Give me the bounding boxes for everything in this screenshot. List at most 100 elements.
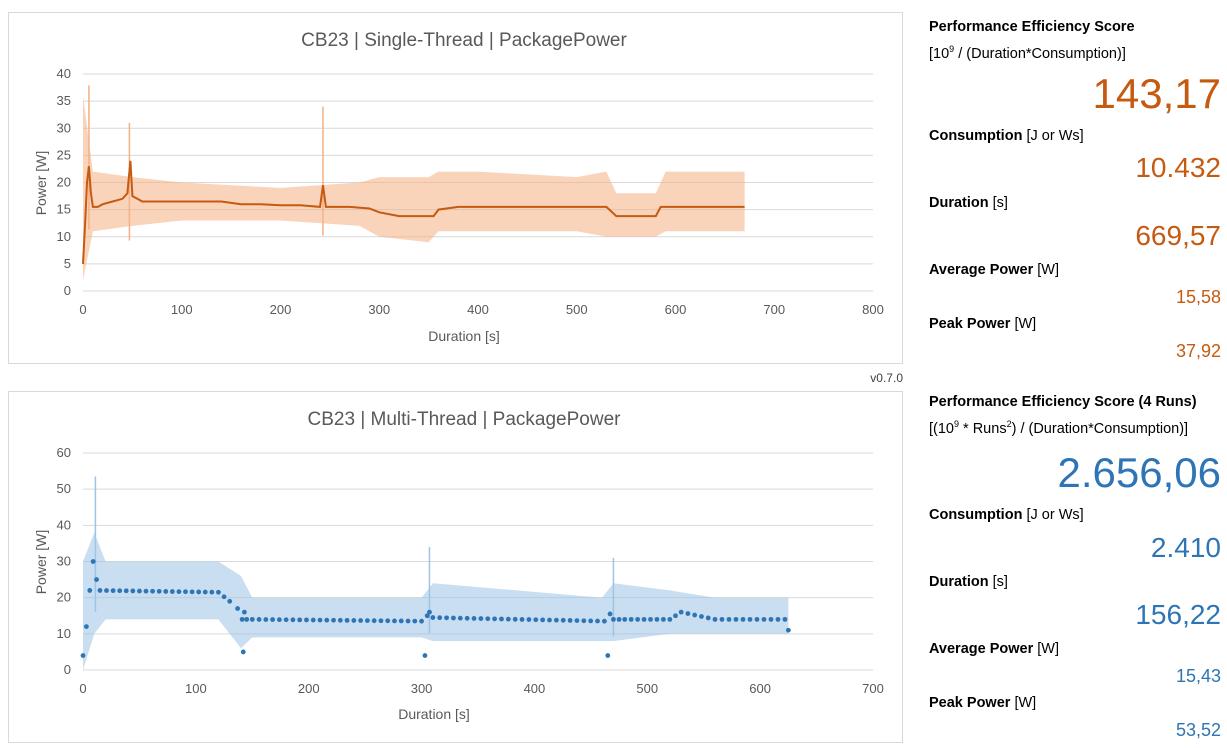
consumption-value: 10.432 [1135,152,1221,183]
data-point [547,617,552,623]
consumption-label: Consumption [J or Ws] [929,507,1084,523]
x-tick-label: 400 [467,302,489,317]
data-point [560,617,566,623]
data-point [519,617,525,622]
data-point [437,615,443,621]
data-point [581,618,587,624]
data-point [654,616,660,622]
data-point [733,616,739,622]
average-line [82,160,745,264]
x-tick-label: 600 [749,681,771,696]
data-point [678,609,684,615]
multi-thread-stats: Performance Efficiency Score (4 Runs) [(… [929,380,1221,748]
data-point [419,618,424,624]
x-tick-label: 800 [862,302,884,317]
y-tick-label: 15 [57,202,71,217]
data-point [464,615,470,621]
x-tick-label: 700 [862,681,884,696]
data-point [444,615,449,621]
data-point [365,618,370,623]
data-point [216,589,221,595]
data-point [331,617,336,623]
data-point [641,616,647,622]
data-point [605,653,611,658]
data-point [622,616,628,622]
data-point [427,609,432,615]
peak-power-value: 37,92 [1175,341,1221,361]
consumption-label: Consumption [J or Ws] [929,128,1084,144]
x-tick-label: 300 [411,681,433,696]
data-point [782,616,788,622]
score-title: Performance Efficiency Score [929,19,1135,35]
data-point [143,588,149,594]
data-point [235,606,241,611]
score-title: Performance Efficiency Score (4 Runs) [929,394,1197,410]
data-point [176,589,182,595]
y-tick-label: 0 [64,662,71,677]
data-point [611,616,616,622]
data-point [451,615,456,621]
y-tick-label: 50 [57,481,71,496]
data-point [227,598,233,604]
y-tick-label: 60 [57,445,71,460]
data-point [270,617,275,622]
x-tick-label: 300 [368,302,390,317]
y-tick-label: 20 [57,175,71,190]
data-point [358,618,364,623]
data-point [117,588,123,594]
data-point [189,589,195,595]
data-point [202,589,208,595]
data-point [699,614,704,619]
data-point [351,618,357,623]
data-point [344,617,350,623]
y-tick-label: 30 [57,554,71,569]
data-point [221,594,227,600]
data-point [337,617,343,623]
data-point [297,617,303,623]
data-point [574,618,580,623]
x-axis-label: Duration [s] [428,328,500,344]
data-point [424,613,430,619]
data-point [405,618,411,624]
y-tick-label: 5 [64,256,71,271]
data-point [110,588,116,594]
data-point [123,588,129,594]
data-point [775,616,781,622]
data-point [667,616,673,622]
x-tick-label: 700 [763,302,785,317]
y-tick-label: 40 [57,66,71,81]
data-point [553,617,559,623]
multi-thread-chart: CB23 | Multi-Thread | PackagePower Durat… [8,391,903,743]
data-point [87,588,93,593]
data-point [241,609,247,615]
y-tick-label: 35 [57,93,71,108]
data-point [104,588,109,593]
data-point [263,617,269,622]
version-label: v0.7.0 [870,371,903,385]
data-point [183,589,188,595]
score-value: 143,17 [1092,70,1221,117]
data-point [209,589,215,595]
data-point [378,618,384,624]
data-point [747,616,753,622]
data-point [457,615,463,621]
data-point [499,616,504,622]
data-point [685,611,691,616]
average-power-label: Average Power [W] [929,641,1060,657]
data-point [719,616,725,622]
data-point [471,616,477,621]
x-axis-label: Duration [s] [398,706,470,722]
data-point [540,617,546,623]
data-point [754,616,760,622]
x-tick-label: 500 [566,302,588,317]
data-point [240,649,246,655]
data-point [705,615,711,621]
x-tick-label: 400 [524,681,546,696]
data-point [276,617,282,623]
x-tick-label: 0 [79,302,86,317]
data-point [412,618,418,624]
data-point [244,616,250,622]
data-point [130,588,136,594]
single-thread-plot: CB23 | Single-Thread | PackagePower Dura… [33,30,884,344]
single-thread-stats: Performance Efficiency Score [109 / (Dur… [929,0,1221,370]
